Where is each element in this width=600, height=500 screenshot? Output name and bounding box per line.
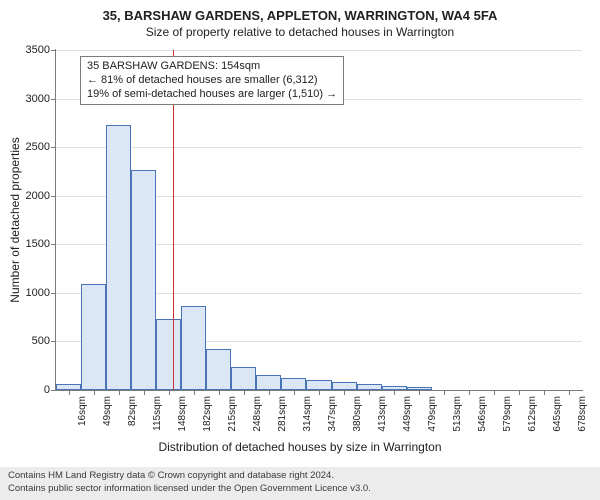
plot-area: 050010001500200025003000350016sqm49sqm82… (56, 50, 582, 390)
y-axis (55, 49, 56, 391)
histogram-bar (106, 125, 131, 390)
xtick-label: 82sqm (127, 396, 138, 426)
annotation-line: 19% of semi-detached houses are larger (… (87, 88, 337, 102)
histogram-bar (231, 367, 256, 390)
histogram-bar (81, 284, 106, 390)
xtick-label: 449sqm (402, 396, 413, 432)
xtick-label: 182sqm (202, 396, 213, 432)
chart-container: 35, BARSHAW GARDENS, APPLETON, WARRINGTO… (0, 0, 600, 500)
ytick-label: 500 (32, 335, 50, 347)
xtick-label: 314sqm (302, 396, 313, 432)
histogram-bar (206, 349, 231, 390)
chart-title: 35, BARSHAW GARDENS, APPLETON, WARRINGTO… (0, 0, 600, 23)
xtick-label: 215sqm (227, 396, 238, 432)
xtick-label: 148sqm (177, 396, 188, 432)
xtick-label: 479sqm (427, 396, 438, 432)
annotation-box: 35 BARSHAW GARDENS: 154sqm← 81% of detac… (80, 56, 344, 105)
xtick-label: 678sqm (577, 396, 588, 432)
ytick-label: 1000 (26, 287, 50, 299)
xtick-label: 380sqm (352, 396, 363, 432)
xtick-label: 49sqm (102, 396, 113, 426)
grid-line (56, 50, 582, 51)
x-axis-label: Distribution of detached houses by size … (0, 440, 600, 454)
ytick-label: 2500 (26, 141, 50, 153)
xtick-label: 546sqm (477, 396, 488, 432)
xtick-label: 347sqm (327, 396, 338, 432)
footer-line-2: Contains public sector information licen… (8, 483, 592, 496)
ytick-label: 2000 (26, 190, 50, 202)
xtick-label: 281sqm (277, 396, 288, 432)
histogram-bar (181, 306, 206, 391)
annotation-line: 35 BARSHAW GARDENS: 154sqm (87, 60, 337, 74)
xtick-label: 413sqm (377, 396, 388, 432)
histogram-bar (332, 382, 357, 390)
xtick-label: 115sqm (152, 396, 163, 431)
histogram-bar (256, 375, 281, 390)
histogram-bar (156, 319, 181, 390)
grid-line (56, 147, 582, 148)
xtick-label: 645sqm (552, 396, 563, 432)
footer: Contains HM Land Registry data © Crown c… (0, 467, 600, 500)
footer-line-1: Contains HM Land Registry data © Crown c… (8, 470, 592, 483)
xtick-label: 612sqm (527, 396, 538, 432)
histogram-bar (306, 380, 331, 390)
xtick-label: 16sqm (77, 396, 88, 426)
xtick-label: 248sqm (252, 396, 263, 432)
ytick-label: 3500 (26, 44, 50, 56)
ytick-label: 0 (44, 384, 50, 396)
annotation-line: ← 81% of detached houses are smaller (6,… (87, 74, 337, 88)
histogram-bar (281, 378, 306, 390)
y-axis-label: Number of detached properties (8, 137, 22, 302)
x-axis (55, 390, 583, 391)
ytick-label: 1500 (26, 238, 50, 250)
xtick-label: 579sqm (502, 396, 513, 432)
histogram-bar (131, 170, 156, 390)
xtick-label: 513sqm (452, 396, 463, 432)
ytick-label: 3000 (26, 93, 50, 105)
chart-subtitle: Size of property relative to detached ho… (0, 23, 600, 39)
